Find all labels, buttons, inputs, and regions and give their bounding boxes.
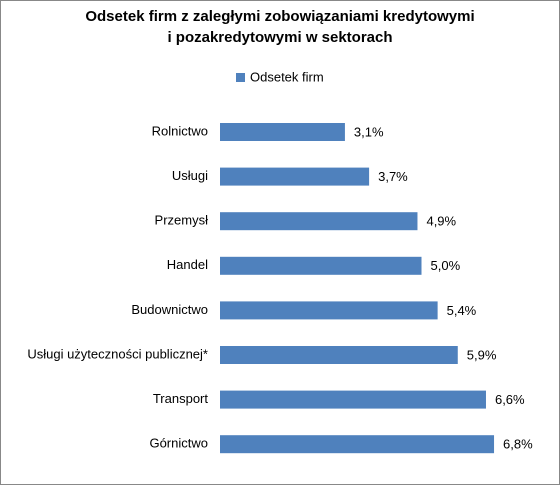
legend-swatch [236, 73, 245, 82]
value-label: 3,7% [378, 169, 408, 184]
bar [220, 167, 370, 186]
y-tick-label: Handel [167, 257, 208, 272]
bar [220, 123, 345, 141]
y-tick-label: Usługi [172, 168, 208, 183]
y-tick-label: Transport [153, 391, 209, 406]
value-label: 5,0% [431, 258, 461, 273]
bar [220, 256, 422, 275]
bar [220, 301, 438, 320]
bar [220, 346, 458, 364]
value-label: 6,8% [503, 437, 533, 452]
y-tick-label: Przemysł [155, 213, 209, 228]
chart-title: i pozakredytowymi w sektorach [167, 29, 392, 46]
value-label: 6,6% [495, 392, 525, 407]
legend-label: Odsetek firm [250, 69, 324, 84]
value-label: 5,4% [447, 303, 477, 318]
bar [220, 435, 495, 454]
chart-title: Odsetek firm z zaległymi zobowiązaniami … [85, 8, 474, 25]
bar [220, 390, 486, 409]
y-tick-label: Rolnictwo [152, 123, 208, 138]
y-tick-label: Usługi użyteczności publicznej* [27, 346, 208, 361]
value-label: 5,9% [467, 347, 497, 362]
bar [220, 212, 418, 231]
y-tick-label: Górnictwo [149, 436, 208, 451]
value-label: 4,9% [426, 214, 456, 229]
y-tick-label: Budownictwo [131, 302, 208, 317]
value-label: 3,1% [354, 124, 384, 139]
